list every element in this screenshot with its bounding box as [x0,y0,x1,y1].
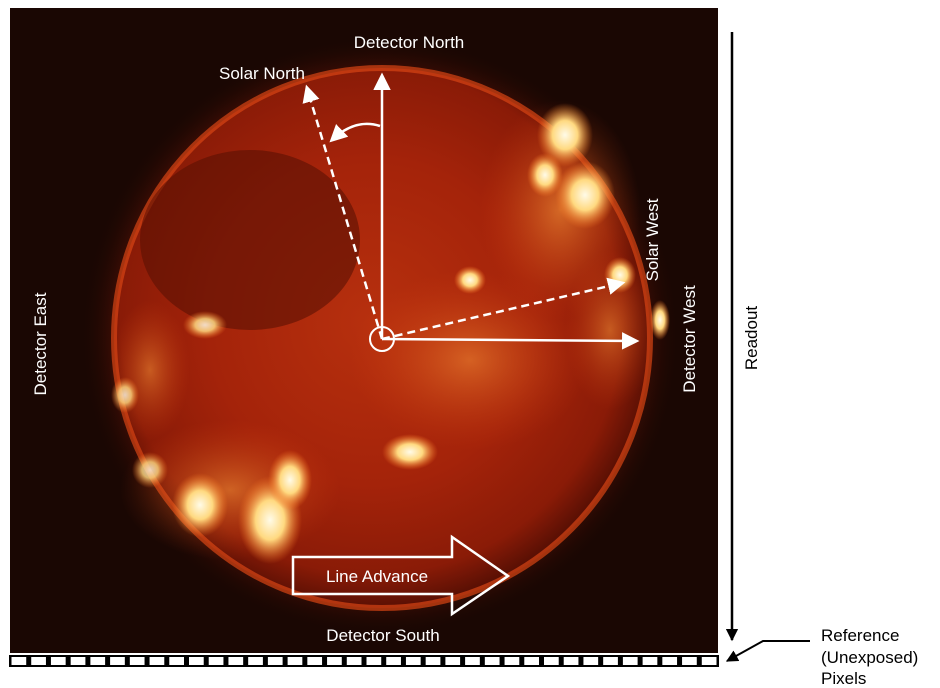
reference-pixel [701,657,717,665]
solar-west-arrow [381,277,626,341]
readout-label: Readout [742,306,761,371]
reference-pixel [465,657,480,665]
reference-pixel [583,657,599,665]
bright-active-regions [111,103,670,564]
detector-west-label: Detector West [680,285,699,393]
reference-pixel [169,657,184,665]
reference-pixel [603,657,618,665]
reference-pixel-strip [9,655,719,667]
reference-pixel [445,657,461,665]
reference-pixel [327,657,342,665]
reference-pixel [287,657,303,665]
reference-pixel [662,657,678,665]
reference-pixel [189,657,204,665]
reference-pixel [228,657,244,665]
reference-pixel [70,657,86,665]
reference-pixel [386,657,401,665]
reference-pixel [307,657,323,665]
solar-north-label: Solar North [219,64,305,83]
reference-pixel [11,657,27,665]
reference-pixel [524,657,539,665]
solar-north-arrow [302,84,384,340]
solar-west-label: Solar West [643,198,662,281]
reference-pixel [563,657,579,665]
reference-pixel [50,657,66,665]
reference-pixel [248,657,263,665]
detector-west-arrow [381,332,640,350]
reference-label-line2: (Unexposed) [821,648,918,667]
roll-angle-arc [329,122,381,143]
reference-pixel [544,657,559,665]
reference-pixel [149,657,165,665]
reference-pixel [504,657,520,665]
line-advance-label: Line Advance [326,567,428,586]
coronal-hole [140,150,360,330]
reference-pixel [208,657,224,665]
reference-pixel [129,657,145,665]
reference-pixel [366,657,382,665]
reference-pixel-row [9,655,719,667]
reference-pixel [90,657,106,665]
detector-south-label: Detector South [326,626,439,645]
detector-north-label: Detector North [354,33,465,52]
reference-pixel [31,657,46,665]
reference-pixel [425,657,441,665]
line-advance-arrow [291,534,511,617]
reference-pixel [267,657,283,665]
reference-pixel [622,657,638,665]
reference-pixel [346,657,362,665]
reference-pointer-line [725,640,810,662]
reference-pixel [405,657,421,665]
reference-pixel [682,657,697,665]
reference-pixel [110,657,125,665]
reference-label-line1: Reference [821,626,899,645]
detector-east-label: Detector East [31,292,50,395]
reference-label-line3: Pixels [821,669,866,688]
reference-pixel [484,657,500,665]
reference-pixel [642,657,658,665]
